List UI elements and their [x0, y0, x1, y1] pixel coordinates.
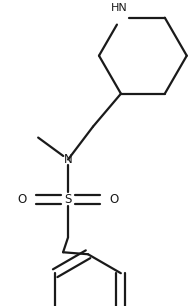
Text: S: S — [64, 193, 72, 206]
Text: O: O — [109, 193, 119, 206]
Text: N: N — [64, 153, 72, 166]
Text: O: O — [18, 193, 27, 206]
Text: HN: HN — [111, 3, 127, 13]
